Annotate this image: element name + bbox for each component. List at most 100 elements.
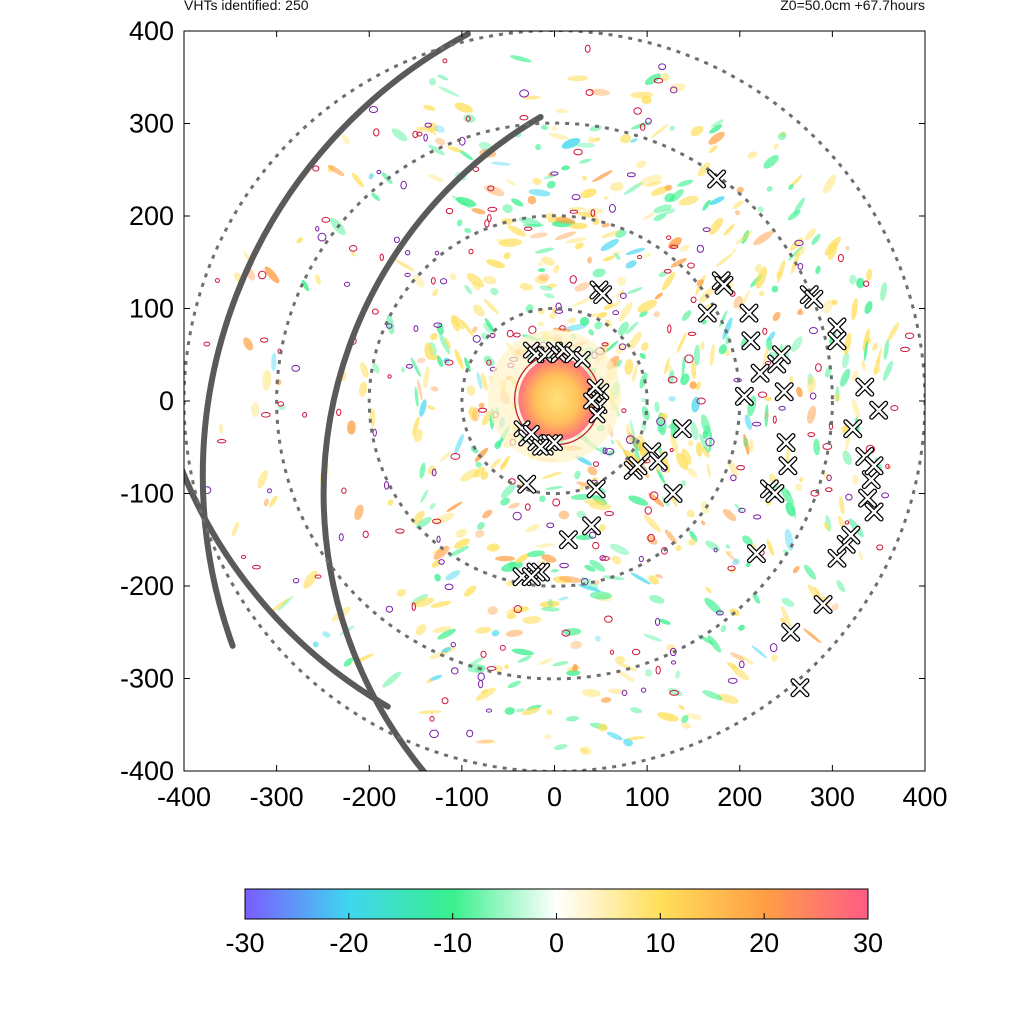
field-speckle <box>597 723 608 732</box>
contour-loop <box>413 325 419 333</box>
field-speckle <box>433 513 455 525</box>
colorbar: -30 -20 -10 0 10 20 30 <box>225 888 883 958</box>
field-speckle <box>822 299 833 314</box>
field-speckle <box>515 553 530 564</box>
field-speckle <box>702 690 723 701</box>
field-speckle <box>522 95 541 100</box>
field-speckle <box>659 412 668 420</box>
field-speckle <box>785 502 796 517</box>
field-speckle <box>417 379 423 401</box>
vht-marker <box>593 285 613 305</box>
contour-loop <box>571 194 581 201</box>
field-speckle <box>708 131 725 145</box>
field-speckle <box>777 132 787 141</box>
field-speckle <box>686 509 695 518</box>
field-speckle <box>781 606 792 627</box>
field-speckle <box>430 386 439 392</box>
field-speckle <box>678 704 685 711</box>
contour-loop <box>753 514 762 520</box>
field-speckle <box>482 509 493 519</box>
field-speckle <box>856 277 865 289</box>
field-speckle <box>803 628 822 644</box>
eyewall-marker <box>546 434 563 452</box>
field-speckle <box>839 496 845 515</box>
field-speckle <box>610 182 624 192</box>
field-speckle <box>580 188 597 199</box>
eyewall-marker <box>583 392 601 410</box>
field-speckle <box>668 370 675 385</box>
contour-loop <box>523 226 533 231</box>
vht-marker <box>827 317 847 337</box>
field-speckle <box>676 332 687 354</box>
field-speckle <box>649 594 665 604</box>
field-speckle <box>538 268 546 273</box>
contour-loop <box>552 498 561 507</box>
field-speckle <box>478 402 485 409</box>
contour-loop <box>400 180 407 190</box>
field-speckle <box>498 238 523 247</box>
field-speckle <box>845 431 851 453</box>
field-speckle <box>734 503 744 513</box>
field-speckle <box>720 625 727 633</box>
field-speckle <box>690 125 704 137</box>
field-speckle <box>431 559 441 568</box>
contour-loop <box>808 326 818 335</box>
field-speckle <box>807 373 814 386</box>
contour-loop <box>669 244 679 249</box>
field-speckle <box>618 321 629 336</box>
field-speckle <box>702 199 711 211</box>
eyewall-marker <box>586 378 604 396</box>
field-speckle <box>656 425 664 433</box>
field-speckle <box>795 483 803 492</box>
field-speckle <box>546 283 557 289</box>
contour-loop <box>387 374 392 379</box>
y-tick-label: 0 <box>159 386 174 416</box>
contour-loop <box>621 689 628 696</box>
vht-markers <box>512 169 889 698</box>
field-speckle <box>458 149 474 161</box>
field-speckle <box>623 181 644 195</box>
field-speckle <box>709 343 715 366</box>
field-speckle <box>787 210 801 221</box>
field-speckle <box>312 641 319 648</box>
field-speckle <box>587 256 592 264</box>
field-speckle <box>565 237 588 244</box>
field-speckle <box>716 253 733 267</box>
field-speckle <box>726 550 732 556</box>
field-speckle <box>699 433 710 454</box>
field-speckle <box>548 172 553 177</box>
colorbar-tick-label: 20 <box>749 928 779 958</box>
field-speckle <box>780 617 787 624</box>
y-tick-label: 300 <box>129 109 174 139</box>
contour-loop <box>687 262 695 269</box>
contour-loop <box>465 115 471 122</box>
field-speckle <box>725 544 731 550</box>
field-speckle <box>423 366 430 389</box>
contour-loop <box>656 417 666 426</box>
contour-loop <box>393 236 400 244</box>
field-speckle <box>725 350 730 357</box>
vht-marker <box>855 377 875 397</box>
field-speckle <box>736 230 753 245</box>
track-swaths <box>184 31 544 771</box>
field-speckle <box>630 91 654 99</box>
field-speckle <box>845 245 850 251</box>
field-speckle <box>755 266 768 289</box>
field-speckle <box>668 396 676 402</box>
field-speckle <box>522 223 545 228</box>
field-speckle <box>495 555 516 562</box>
field-speckle <box>643 634 663 642</box>
field-speckle <box>491 161 511 166</box>
contour-loop <box>252 564 261 570</box>
field-speckle <box>521 707 540 716</box>
field-speckle <box>486 543 500 552</box>
field-speckle <box>624 359 634 376</box>
field-speckle <box>541 125 548 130</box>
contour-loop <box>451 667 459 675</box>
y-tick-label: 200 <box>129 201 174 231</box>
field-speckle <box>630 707 643 714</box>
field-speckle <box>429 502 436 510</box>
contour-loop <box>885 463 890 469</box>
field-speckle <box>796 386 803 398</box>
